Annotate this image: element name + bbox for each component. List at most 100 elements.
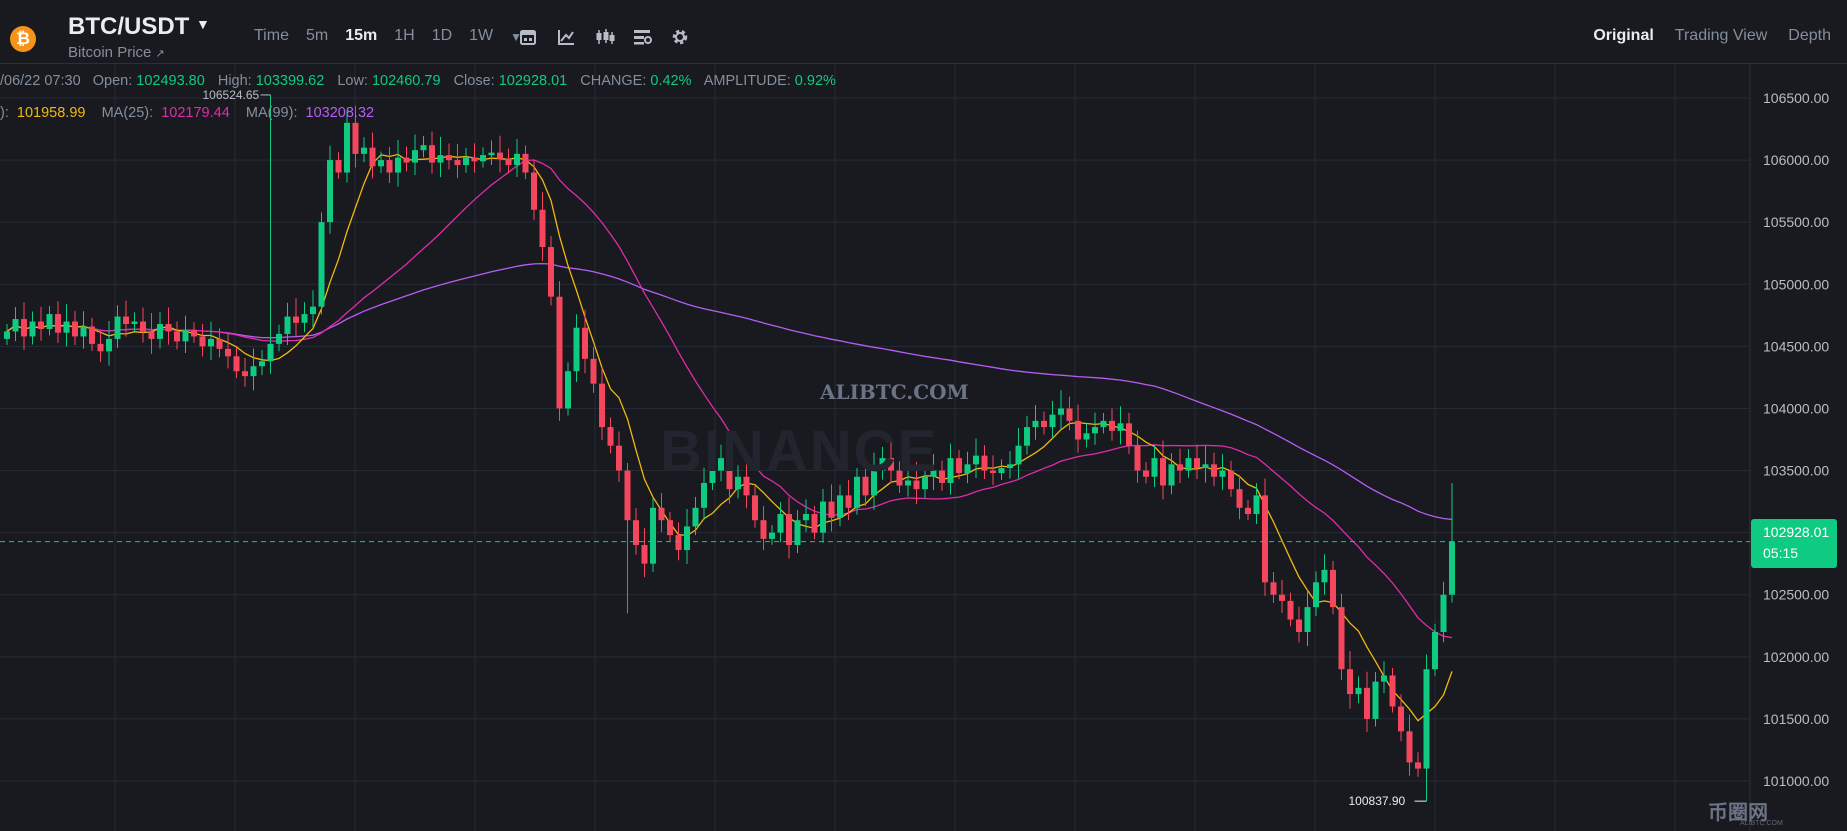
candle-body: [548, 247, 554, 297]
interval-15m[interactable]: 15m: [345, 27, 378, 44]
candle-date: /06/22 07:30: [0, 73, 81, 89]
candle-body: [284, 316, 291, 334]
candle-body: [633, 520, 639, 546]
interval-time[interactable]: Time: [254, 27, 289, 44]
interval-1h[interactable]: 1H: [394, 27, 415, 44]
candle-body: [607, 427, 614, 446]
candle-body: [191, 330, 197, 337]
candle-body: [1253, 495, 1260, 515]
candle-body: [216, 338, 223, 349]
high-annotation-label: 106524.65: [203, 88, 260, 102]
external-link-icon: ↗: [155, 48, 165, 60]
candle-body: [327, 160, 333, 223]
tab-trading-view[interactable]: Trading View: [1674, 27, 1768, 44]
candle-body: [522, 153, 529, 173]
candle-body: [1117, 423, 1124, 431]
tab-depth[interactable]: Depth: [1788, 27, 1831, 44]
ma99-path: [6, 262, 1453, 521]
interval-5m[interactable]: 5m: [305, 27, 329, 44]
candle-body: [1364, 687, 1370, 719]
candle-body: [1270, 582, 1277, 595]
candle-body: [582, 327, 588, 359]
candle-body: [590, 358, 597, 384]
candle-body: [1262, 495, 1268, 583]
candle-body: [811, 514, 818, 533]
candle-body: [930, 470, 937, 477]
candle-body: [777, 514, 784, 533]
y-tick-label: 105000.00: [1763, 276, 1829, 292]
candle-body: [395, 157, 401, 173]
ma25-line: [6, 159, 1453, 639]
y-tick-label: 101500.00: [1763, 711, 1829, 727]
candle-body: [471, 157, 478, 162]
indicator-chart-icon[interactable]: [556, 27, 578, 47]
current-price-tag: 102928.01 05:15: [1751, 519, 1837, 568]
interval-1d[interactable]: 1D: [431, 27, 453, 44]
candle-body: [1236, 489, 1243, 508]
gear-icon[interactable]: [670, 27, 692, 47]
candle-body: [199, 336, 206, 347]
candle-body: [531, 172, 537, 210]
view-tabs: Original Trading View Depth: [1572, 27, 1831, 45]
candle-body: [123, 316, 129, 325]
candle-body: [888, 458, 894, 471]
y-tick-label: 103500.00: [1763, 463, 1829, 479]
subtitle-link[interactable]: Bitcoin Price ↗: [68, 44, 165, 61]
candle-body: [1066, 408, 1073, 421]
interval-more-chevron-icon[interactable]: ▼: [510, 30, 523, 44]
candle-body: [1304, 607, 1311, 632]
candle-body: [1321, 569, 1328, 583]
candle-body: [599, 383, 605, 428]
candle-body: [182, 330, 189, 342]
candle-body: [1313, 582, 1319, 608]
candle-body: [352, 122, 359, 154]
candle-body: [998, 468, 1005, 474]
ma7-label: ):: [0, 105, 9, 121]
candle-body: [1449, 541, 1455, 595]
candle-body: [505, 158, 512, 166]
candle-body: [1432, 631, 1438, 670]
candle-body: [1398, 706, 1404, 732]
candle-body: [420, 145, 427, 151]
candle-body: [1279, 594, 1285, 601]
candle-body: [378, 160, 384, 167]
ma99-value: 103208.32: [305, 105, 375, 121]
candle-body: [1134, 445, 1141, 471]
candle-body: [293, 316, 299, 323]
candle-body: [225, 348, 231, 357]
candle-body: [165, 324, 172, 332]
candle-body: [344, 122, 350, 173]
calendar-icon[interactable]: [518, 27, 540, 47]
candle-body: [1347, 669, 1353, 695]
candle-body: [29, 321, 36, 337]
candle-body: [1024, 427, 1030, 446]
candle-body: [1389, 675, 1396, 707]
candle-body: [497, 152, 503, 159]
interval-1w[interactable]: 1W: [469, 27, 494, 44]
candle-body: [1015, 445, 1022, 465]
tab-original[interactable]: Original: [1593, 27, 1654, 44]
candle-body: [565, 371, 571, 409]
corner-site-logo: 币圈网: [1708, 802, 1768, 824]
pair-selector[interactable]: BTC/USDT: [68, 13, 190, 40]
candle-body: [46, 314, 53, 329]
ma25-value: 102179.44: [161, 105, 230, 121]
candle-body: [871, 470, 877, 496]
candle-body: [845, 495, 852, 508]
candle-body: [267, 343, 274, 362]
open-value: 102493.80: [136, 73, 205, 89]
candles-group: [4, 94, 1455, 802]
candle-body: [148, 331, 155, 339]
candle-body: [896, 470, 903, 486]
candle-body: [463, 157, 469, 166]
layout-settings-icon[interactable]: [632, 27, 654, 47]
chevron-down-icon[interactable]: ▼: [196, 16, 210, 32]
candle-body: [820, 501, 826, 533]
candle-body: [386, 160, 393, 173]
y-tick-label: 104500.00: [1763, 338, 1829, 354]
subtitle-text: Bitcoin Price: [68, 44, 152, 61]
candle-body: [1202, 464, 1209, 469]
candle-body: [709, 470, 716, 483]
candlestick-type-icon[interactable]: [594, 27, 616, 47]
